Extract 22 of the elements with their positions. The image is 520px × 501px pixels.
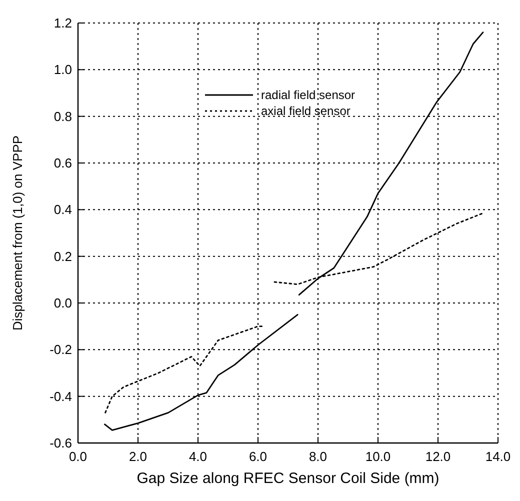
x-tick-label: 14.0	[485, 449, 511, 464]
x-tick-label: 4.0	[188, 449, 208, 464]
y-tick-label: 0.6	[54, 156, 72, 170]
y-tick-label: 0.4	[54, 202, 72, 218]
y-axis-title: Displacement from (1,0) on VPPP	[10, 135, 25, 331]
x-tick-label: 2.0	[128, 449, 148, 464]
y-tick-label: 0.8	[54, 108, 72, 124]
x-axis-title: Gap Size along RFEC Sensor Coil Side (mm)	[136, 470, 440, 487]
y-tick-label: -0.2	[50, 342, 72, 358]
y-tick-label: 1.0	[54, 62, 72, 78]
y-tick-label: 1.2	[54, 16, 72, 30]
x-tick-label: 8.0	[308, 449, 328, 464]
x-tick-label: 0.0	[68, 449, 88, 464]
x-tick-label: 10.0	[365, 449, 391, 464]
y-tick-label: 0.2	[54, 248, 72, 264]
y-tick-label: -0.6	[50, 436, 72, 450]
legend-label: radial field sensor	[261, 88, 356, 102]
x-tick-label: 12.0	[425, 449, 451, 464]
y-tick-label: 0.0	[54, 296, 72, 310]
y-tick-label: -0.4	[50, 388, 72, 404]
x-tick-label: 6.0	[248, 449, 268, 464]
legend-label: axial field sensor	[261, 104, 350, 118]
